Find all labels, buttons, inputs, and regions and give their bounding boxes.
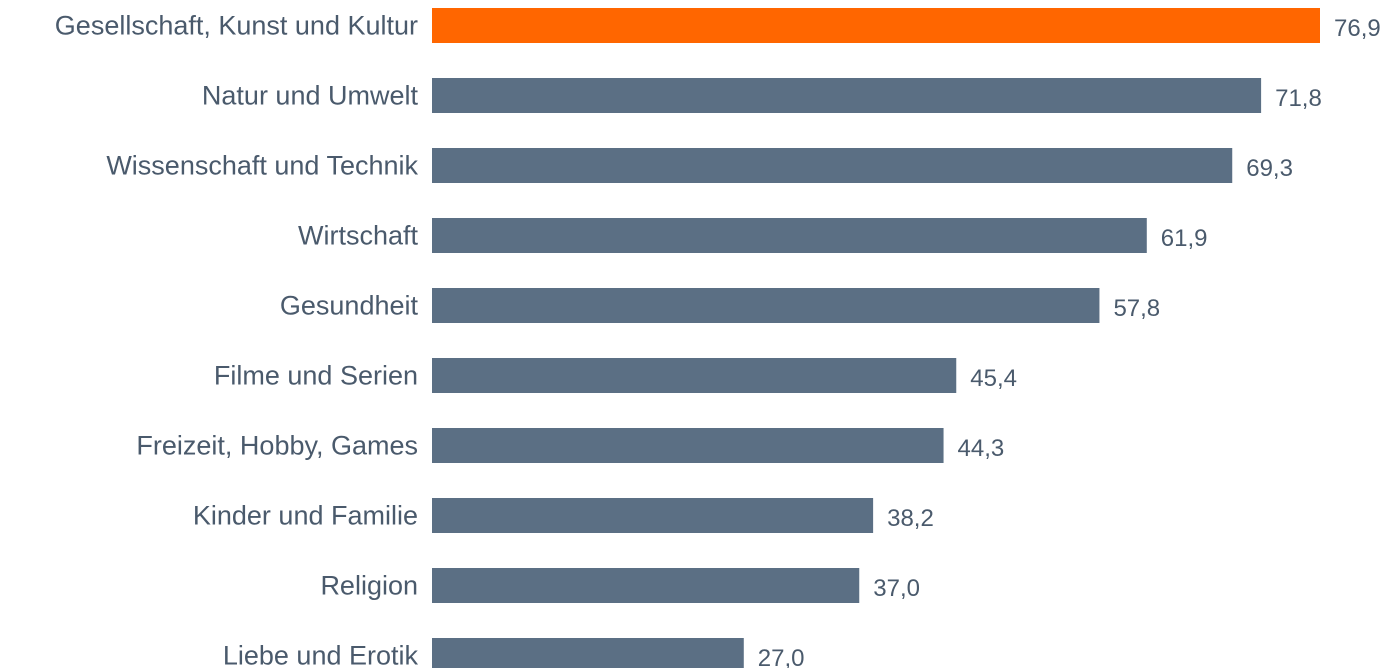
value-label: 45,4 <box>970 365 1017 392</box>
bar <box>432 428 944 463</box>
category-label: Wirtschaft <box>298 221 419 251</box>
category-label: Gesundheit <box>280 291 419 321</box>
category-label: Filme und Serien <box>214 361 418 391</box>
category-label: Kinder und Familie <box>193 501 418 531</box>
bar <box>432 498 874 533</box>
category-label: Freizeit, Hobby, Games <box>136 431 418 461</box>
bar <box>432 8 1320 43</box>
value-label: 44,3 <box>958 435 1005 462</box>
category-labels: Gesellschaft, Kunst und Kultur Natur und … <box>55 11 419 668</box>
value-label: 61,9 <box>1161 225 1208 252</box>
bar <box>432 148 1233 183</box>
value-label: 69,3 <box>1246 155 1293 182</box>
category-label: Liebe und Erotik <box>223 641 419 668</box>
value-label: 57,8 <box>1113 295 1160 322</box>
category-label: Natur und Umwelt <box>202 81 419 111</box>
bar <box>432 358 957 393</box>
value-label: 76,9 <box>1334 15 1381 42</box>
value-label: 37,0 <box>873 575 920 602</box>
value-label: 27,0 <box>758 645 805 668</box>
value-labels: 76,9 71,8 69,3 61,9 57,8 45,4 44,3 38,2 37,0 27,0 <box>758 15 1381 668</box>
value-label: 71,8 <box>1275 85 1322 112</box>
category-label: Wissenschaft und Technik <box>106 151 418 181</box>
bar <box>432 568 860 603</box>
category-label: Gesellschaft, Kunst und Kultur <box>55 11 418 41</box>
value-label: 38,2 <box>887 505 934 532</box>
bar <box>432 78 1262 113</box>
category-label: Religion <box>320 571 418 601</box>
bar <box>432 638 744 668</box>
bars <box>432 8 1320 668</box>
bar <box>432 218 1147 253</box>
bar <box>432 288 1100 323</box>
